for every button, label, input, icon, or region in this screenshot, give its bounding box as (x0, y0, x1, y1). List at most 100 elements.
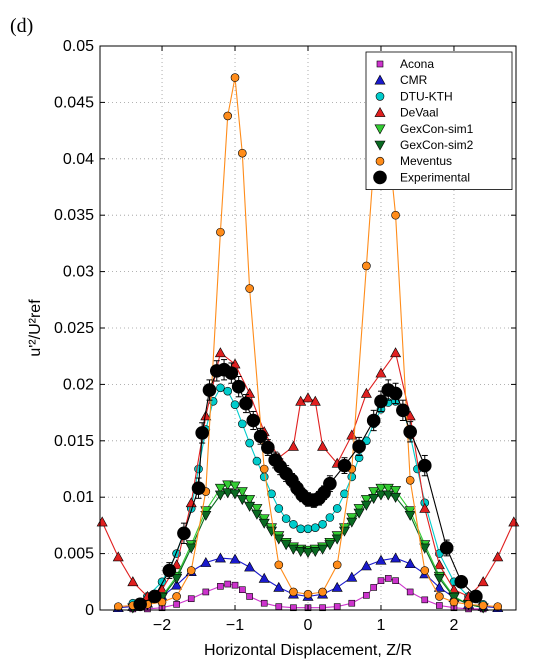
data-point (419, 502, 431, 513)
data-point (275, 603, 283, 610)
data-point (346, 571, 358, 582)
data-point (252, 456, 262, 466)
data-point (419, 543, 431, 554)
data-point (333, 603, 341, 610)
data-point (259, 464, 269, 474)
legend-label: GexCon-sim1 (400, 122, 474, 136)
data-point (239, 586, 246, 593)
data-point (353, 508, 365, 519)
data-point (260, 599, 268, 607)
data-point (231, 379, 246, 394)
x-tick-label: 2 (450, 617, 459, 634)
data-point (309, 547, 321, 557)
data-point (368, 494, 380, 504)
data-point (368, 487, 380, 498)
legend-item: Meventus (375, 154, 452, 168)
data-point (96, 516, 108, 527)
data-point (236, 495, 248, 506)
legend-marker (373, 170, 387, 185)
data-point (296, 524, 306, 534)
legend-label: Meventus (400, 154, 452, 168)
data-point (258, 572, 270, 583)
data-point (290, 604, 297, 612)
y-tick-label: 0.005 (54, 546, 94, 563)
data-point (191, 481, 206, 495)
data-point (194, 464, 203, 474)
data-point (231, 581, 239, 589)
data-point (224, 366, 239, 380)
legend-marker (374, 140, 386, 151)
data-point (317, 440, 329, 451)
data-point (493, 602, 503, 611)
data-point (112, 551, 124, 562)
data-point (360, 500, 372, 511)
data-point (404, 510, 416, 521)
legend-label: DeVaal (400, 106, 438, 120)
data-point (274, 560, 284, 570)
legend-marker (375, 92, 385, 101)
x-tick-label: 0 (304, 617, 313, 634)
data-point (216, 383, 225, 393)
data-point (222, 480, 234, 491)
legend-item: Experimental (373, 170, 470, 185)
data-point (377, 577, 385, 584)
data-point (508, 516, 520, 527)
data-point (417, 458, 432, 473)
data-point (318, 519, 327, 529)
y-tick-label: 0.045 (54, 94, 94, 111)
legend-label: Experimental (400, 170, 470, 184)
data-point (435, 592, 444, 601)
data-point (113, 602, 123, 611)
data-point (303, 589, 313, 599)
data-point (273, 581, 285, 592)
data-point (295, 547, 307, 557)
data-point (230, 73, 240, 82)
data-point (229, 489, 241, 500)
data-point (332, 504, 342, 513)
y-axis-label-group: u'²/U²ref (27, 299, 44, 357)
x-tick-label: 1 (377, 617, 386, 634)
data-point (346, 429, 358, 440)
x-tick-label: −1 (226, 617, 244, 634)
data-point (318, 587, 327, 597)
data-point (281, 514, 291, 523)
data-point (302, 392, 314, 403)
x-axis-label: Horizontal Displacement, Z/R (204, 642, 412, 659)
legend: Acona CMR DTU-KTH DeVaal GexCon-sim1 GexCon-s… (365, 51, 513, 191)
x-tick-label: −2 (153, 617, 171, 634)
data-point (439, 541, 454, 555)
data-point (171, 579, 183, 590)
data-point (404, 410, 416, 421)
data-point (171, 574, 183, 585)
data-point (433, 581, 445, 592)
data-point (405, 475, 415, 485)
data-point (492, 551, 504, 562)
data-point (202, 588, 210, 596)
data-point (323, 476, 337, 491)
data-point (202, 383, 217, 397)
data-point (133, 597, 147, 612)
data-point (214, 552, 226, 563)
data-point (244, 495, 256, 506)
data-point (360, 495, 372, 506)
data-point (347, 472, 357, 482)
panel-label: (d) (10, 15, 33, 37)
data-point (469, 589, 483, 604)
data-point (375, 554, 387, 565)
data-point (273, 534, 285, 545)
legend-item: Acona (376, 57, 434, 71)
data-point (238, 419, 247, 429)
data-point (224, 580, 232, 588)
y-tick-label: 0.01 (63, 489, 94, 506)
data-point (454, 574, 469, 589)
data-point (390, 492, 402, 503)
data-point (251, 509, 263, 520)
data-point (363, 592, 370, 599)
data-point (310, 523, 320, 532)
data-point (478, 601, 488, 610)
data-point (162, 563, 177, 578)
data-point (253, 429, 268, 444)
legend-marker (374, 124, 386, 135)
data-point (230, 400, 240, 410)
